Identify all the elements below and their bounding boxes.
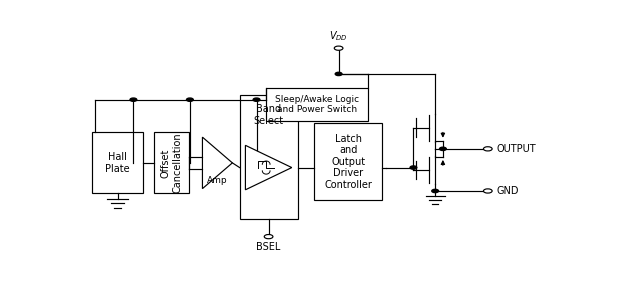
Text: BSEL: BSEL [257,242,281,251]
Circle shape [264,234,273,239]
Bar [240,95,298,219]
Text: $V_{DD}$: $V_{DD}$ [329,29,348,43]
Circle shape [186,98,193,101]
Bar [92,133,143,193]
Bar [266,88,368,121]
Bar [315,123,382,200]
Circle shape [439,147,446,150]
Circle shape [410,166,417,169]
Polygon shape [245,145,292,190]
Circle shape [483,189,492,193]
Text: Offset
Cancellation: Offset Cancellation [161,133,183,193]
Text: Amp: Amp [207,176,228,185]
Circle shape [432,189,439,193]
Circle shape [253,98,260,101]
Text: Band
Select: Band Select [254,104,283,126]
Text: Hall
Plate: Hall Plate [105,152,130,174]
Text: OUTPUT: OUTPUT [496,144,536,154]
Circle shape [130,98,137,101]
Circle shape [483,147,492,151]
Circle shape [335,72,342,76]
Text: Sleep/Awake Logic
and Power Switch: Sleep/Awake Logic and Power Switch [275,95,359,114]
Bar [154,133,189,193]
Text: GND: GND [496,186,518,196]
Circle shape [335,46,343,50]
Text: Latch
and
Output
Driver
Controller: Latch and Output Driver Controller [325,133,372,190]
